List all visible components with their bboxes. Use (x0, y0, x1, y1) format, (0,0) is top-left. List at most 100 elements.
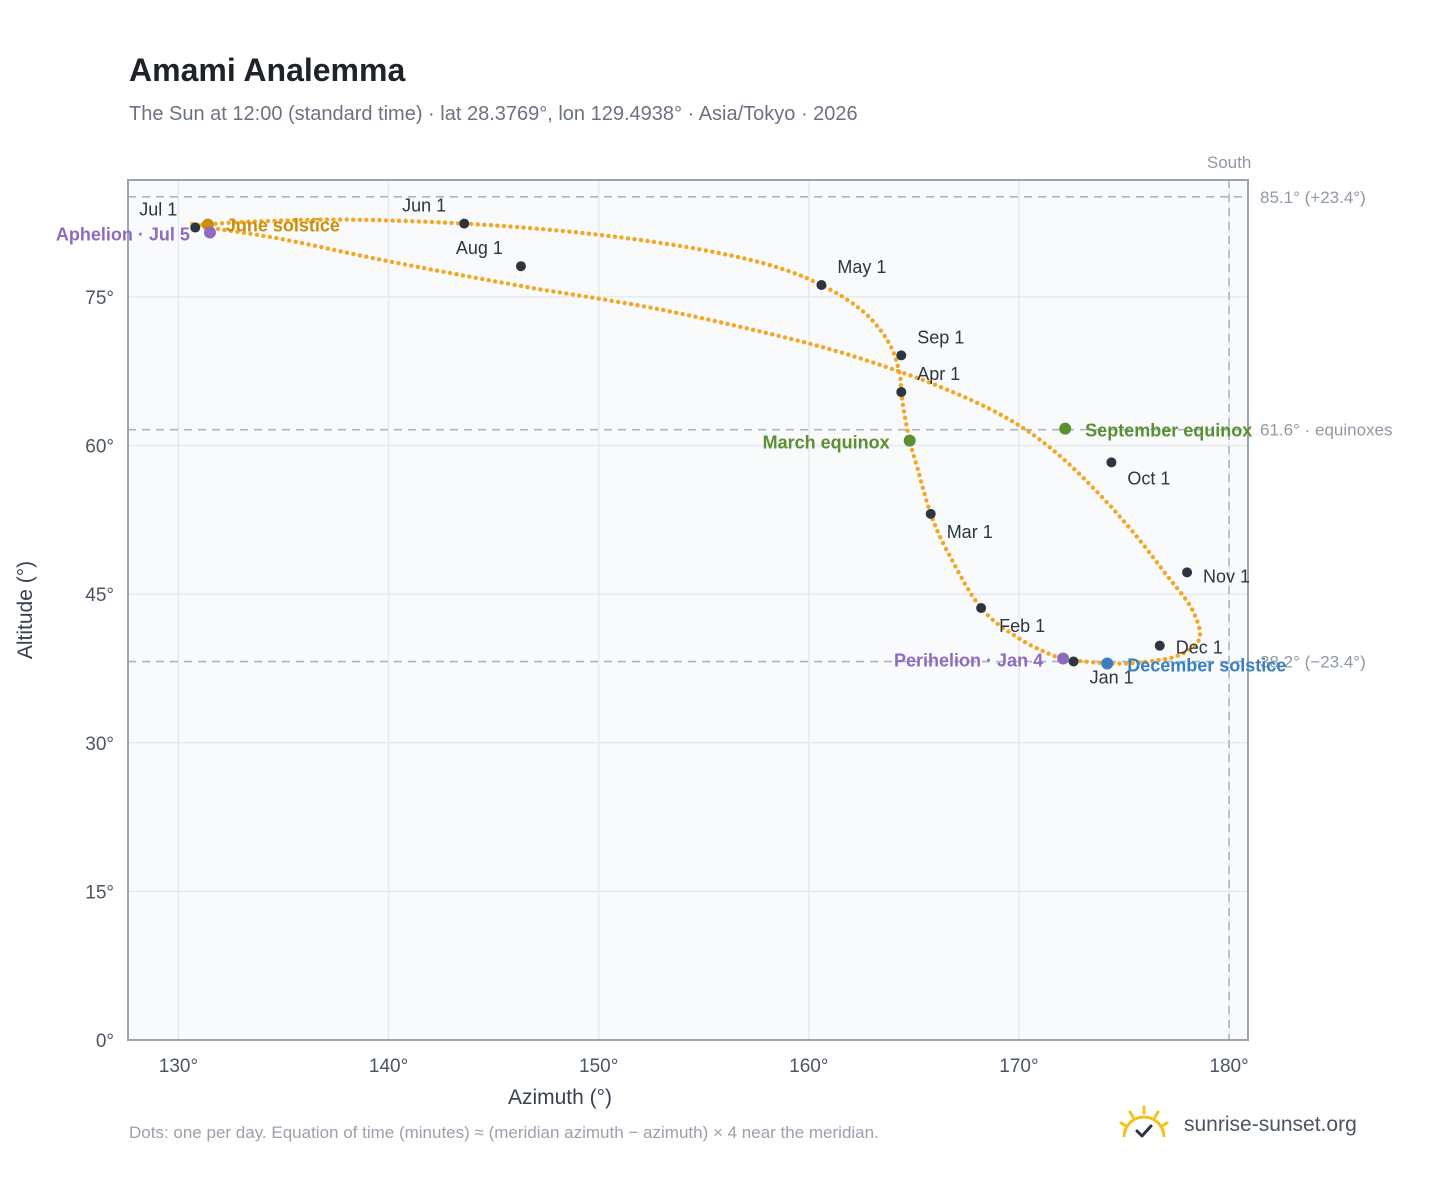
daily-dot (241, 230, 247, 235)
y-tick-label: 45° (85, 585, 114, 606)
daily-dot (1031, 433, 1037, 438)
daily-dot (1181, 650, 1186, 656)
daily-dot (1126, 524, 1131, 529)
daily-dot (351, 217, 356, 222)
daily-dot (616, 299, 621, 305)
daily-dot (274, 235, 279, 241)
daily-dot (544, 288, 550, 293)
daily-dot (580, 230, 585, 236)
daily-dot (1121, 519, 1127, 524)
daily-dot (422, 265, 427, 271)
daily-dot (1130, 660, 1135, 666)
daily-dot (512, 282, 517, 288)
daily-dot (986, 406, 992, 411)
daily-dot (518, 283, 524, 289)
daily-dot (357, 253, 363, 258)
daily-dot (351, 251, 356, 257)
daily-dot (918, 479, 924, 484)
daily-dot (801, 340, 807, 345)
daily-dot (770, 332, 775, 337)
daily-dot (570, 292, 575, 297)
daily-dot (1077, 658, 1083, 664)
daily-dot (596, 296, 601, 301)
brand-logo[interactable]: sunrise-sunset.org (1118, 1100, 1357, 1150)
daily-dot (1138, 539, 1144, 544)
daily-dot (1146, 549, 1152, 555)
daily-dot (410, 219, 415, 224)
x-tick-label: 170° (999, 1056, 1038, 1077)
daily-dot (376, 257, 382, 262)
daily-dot (956, 569, 961, 575)
daily-dot (959, 575, 964, 580)
daily-dot (377, 218, 382, 223)
daily-dot (531, 286, 537, 291)
daily-dot (1174, 585, 1180, 591)
daily-dot (735, 254, 741, 260)
daily-dot (827, 346, 832, 352)
daily-dot (667, 309, 672, 314)
daily-dot (1052, 653, 1057, 659)
daily-dot (680, 311, 685, 317)
reference-line-label: 85.1° (+23.4°) (1260, 188, 1366, 207)
daily-dot (390, 218, 395, 223)
daily-dot (638, 237, 644, 243)
daily-dot (904, 422, 909, 427)
event-marker (1057, 652, 1070, 665)
plot-background (128, 180, 1248, 1040)
daily-dot (878, 328, 884, 333)
month-marker (515, 261, 526, 272)
daily-dot (855, 305, 861, 310)
daily-dot (525, 285, 530, 290)
daily-dot (893, 357, 899, 362)
daily-dot (1197, 625, 1202, 631)
daily-dot (554, 228, 559, 233)
daily-dot (233, 220, 238, 225)
y-tick-label: 15° (85, 882, 114, 903)
daily-dot (969, 592, 974, 597)
daily-dot (1095, 490, 1100, 495)
daily-dot (1028, 643, 1034, 648)
daily-dot (729, 253, 734, 258)
daily-dot (1192, 643, 1197, 649)
daily-dot (538, 287, 543, 292)
daily-dot (1158, 565, 1164, 570)
daily-dot (1091, 660, 1096, 665)
daily-dot (1000, 625, 1006, 631)
daily-dot (1040, 648, 1045, 654)
daily-dot (703, 248, 708, 253)
daily-dot (782, 335, 788, 340)
daily-dot (1162, 570, 1168, 575)
daily-dot (1192, 613, 1198, 618)
daily-dot (915, 466, 920, 471)
event-label: June solstice (226, 216, 340, 236)
daily-dot (645, 238, 650, 244)
daily-dot (1017, 636, 1022, 641)
daily-dot (905, 428, 910, 433)
daily-dot (786, 268, 791, 274)
daily-dot (469, 221, 474, 227)
x-tick-label: 130° (159, 1056, 198, 1077)
daily-dot (951, 390, 956, 395)
daily-dot (833, 348, 838, 354)
y-tick-label: 60° (85, 437, 114, 458)
daily-dot (551, 289, 556, 294)
daily-dot (748, 257, 753, 263)
daily-dot (1011, 633, 1017, 638)
daily-dot (1162, 657, 1168, 662)
event-label: December solstice (1127, 656, 1286, 676)
daily-dot (325, 246, 330, 251)
daily-dot (416, 219, 421, 224)
daily-dot (311, 217, 317, 222)
daily-dot (792, 271, 797, 276)
daily-dot (684, 244, 689, 250)
daily-dot (924, 498, 929, 503)
daily-dot (1084, 659, 1089, 664)
daily-dot (865, 313, 871, 319)
daily-dot (1166, 575, 1172, 581)
daily-dot (938, 385, 944, 390)
daily-dot (722, 252, 728, 257)
daily-dot (690, 245, 696, 251)
daily-dot (1183, 596, 1188, 601)
daily-dot (926, 504, 931, 509)
daily-dot (882, 333, 887, 339)
